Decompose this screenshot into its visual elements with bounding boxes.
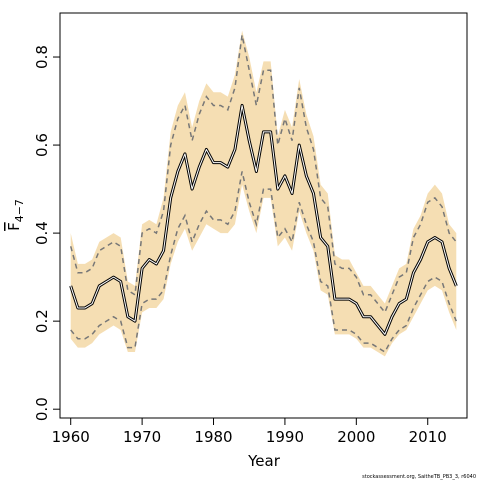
credit-text: stockassessment.org, SaitheTB_PB3_3, r60… [362, 474, 476, 480]
estimate-line [70, 104, 457, 335]
plot-frame [59, 12, 468, 419]
x-tick-label: 1980 [194, 428, 232, 446]
x-tick-label: 2010 [409, 428, 447, 446]
plot-area [69, 30, 458, 357]
x-tick-label: 1970 [123, 428, 161, 446]
y-tick-label: 0.0 [33, 397, 51, 421]
y-axis-title-main: F [5, 222, 23, 231]
y-tick-label: 0.2 [33, 309, 51, 333]
x-tick-label: 2000 [337, 428, 375, 446]
x-axis: 1960 1970 1980 1990 2000 2010 [52, 418, 447, 446]
lower-ci-line [70, 171, 457, 354]
x-axis-title: Year [247, 452, 281, 470]
y-tick-label: 0.4 [33, 221, 51, 245]
x-tick-label: 1960 [52, 428, 90, 446]
confidence-band [70, 30, 457, 357]
x-tick-label: 1990 [266, 428, 304, 446]
y-tick-label: 0.6 [33, 133, 51, 157]
svg-text:F4−7: F4−7 [5, 199, 26, 231]
y-axis: 0.0 0.2 0.4 0.6 0.8 [33, 45, 60, 421]
y-axis-title: F4−7 [5, 199, 26, 231]
y-axis-title-subscript: 4−7 [13, 199, 26, 222]
y-tick-label: 0.8 [33, 45, 51, 69]
